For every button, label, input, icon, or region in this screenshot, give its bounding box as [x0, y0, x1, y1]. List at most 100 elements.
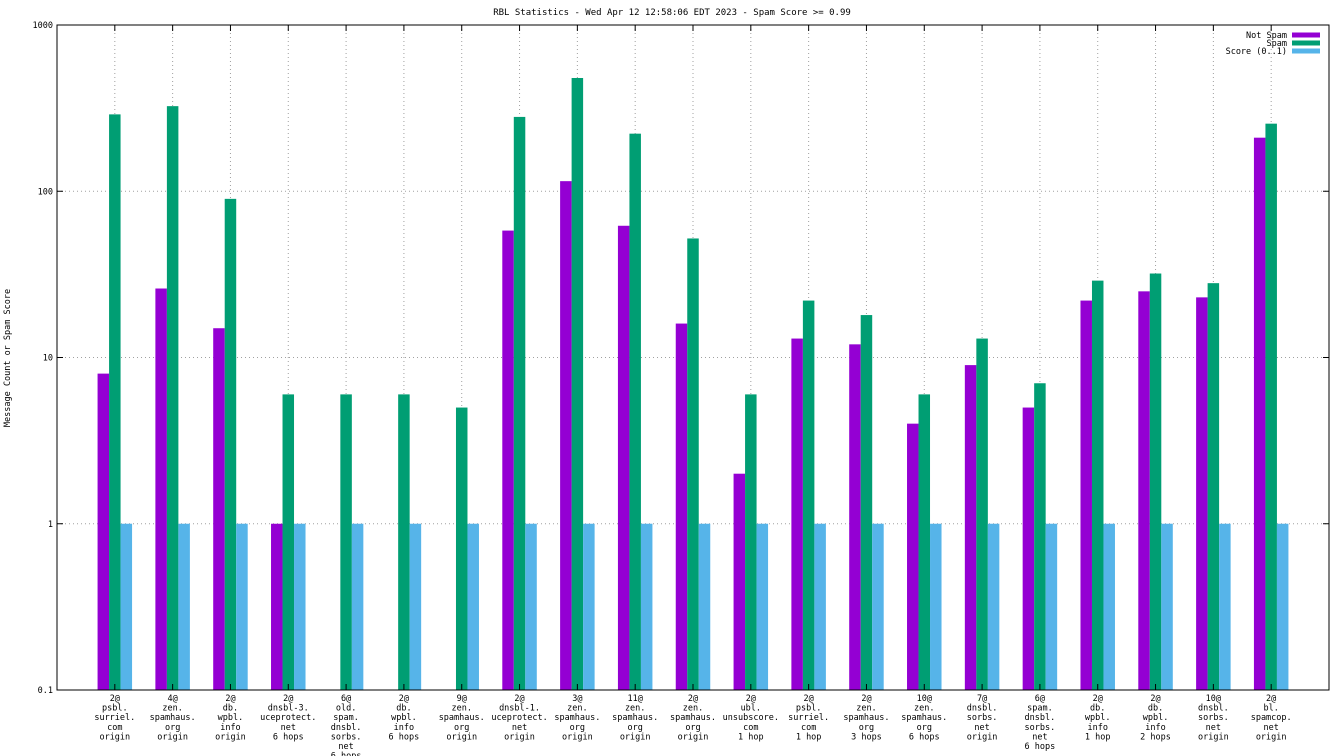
x-tick-label: 2@ zen. spamhaus. org 3 hops [843, 694, 889, 742]
bar-spam [1091, 280, 1104, 690]
x-tick-label: 2@ db. wpbl. info 6 hops [389, 694, 420, 742]
bar-score-0-1 [294, 523, 306, 690]
bar-score-0-1 [351, 523, 364, 690]
x-tick-label-line: 6 hops [389, 732, 420, 742]
x-tick-label: 11@ zen. spamhaus. org origin [612, 694, 658, 742]
x-tick-label: 4@ zen. spamhaus. org origin [150, 694, 196, 742]
bar-not-spam [560, 181, 572, 690]
bars-group [97, 77, 1289, 691]
x-tick-label-line: 1 hop [738, 732, 764, 742]
bar-spam [340, 394, 352, 690]
bar-not-spam [1138, 291, 1150, 690]
x-tick-label-line: zen. [625, 704, 645, 714]
x-tick-label-line: dnsbl. [331, 723, 362, 733]
x-tick-label-line: wpbl. [218, 713, 244, 723]
bar-not-spam [271, 523, 283, 690]
bar-score-0-1 [987, 523, 1000, 690]
x-tick-label-line: net [512, 723, 527, 733]
x-tick-label-line: net [1264, 723, 1279, 733]
x-tick-label-line: wpbl. [1143, 713, 1169, 723]
x-tick-label-line: net [1206, 723, 1221, 733]
x-tick-label: 3@ zen. spamhaus. org origin [554, 694, 600, 742]
x-tick-label-line: 2@ [746, 694, 756, 704]
bar-score-0-1 [1276, 523, 1289, 690]
bar-score-0-1 [930, 523, 942, 690]
x-tick-label-line: spamcop. [1251, 713, 1292, 723]
x-tick-label-line: surriel. [94, 713, 135, 723]
bar-spam [282, 394, 295, 690]
x-tick-label-line: surriel. [788, 713, 829, 723]
bar-spam [571, 77, 584, 690]
x-tick-label-line: 2@ [514, 694, 524, 704]
x-tick-label-line: spamhaus. [612, 713, 658, 723]
bar-score-0-1 [409, 523, 422, 690]
x-tick-label-line: info [220, 723, 240, 733]
x-tick-label-line: zen. [451, 704, 471, 714]
x-tick-label-line: info [1145, 723, 1165, 733]
bar-spam [629, 133, 641, 690]
x-tick-label-line: zen. [683, 704, 703, 714]
bar-score-0-1 [756, 523, 769, 690]
x-tick-label-line: zen. [162, 704, 182, 714]
x-tick-label: 10@ dnsbl. sorbs. net origin [1198, 694, 1229, 742]
x-tick-label-line: net [281, 723, 296, 733]
x-tick-label-line: sorbs. [1198, 713, 1229, 723]
bar-score-0-1 [525, 523, 537, 690]
bar-spam [166, 106, 179, 690]
x-tick-label-line: uceprotect. [260, 713, 316, 723]
chart-title: RBL Statistics - Wed Apr 12 12:58:06 EDT… [493, 8, 851, 18]
x-tick-label-line: org [165, 723, 180, 733]
x-tick-label: 2@ db. wpbl. info 2 hops [1140, 694, 1171, 742]
x-tick-label-line: db. [1148, 704, 1163, 714]
x-tick-label-line: org [917, 723, 932, 733]
bar-spam [224, 198, 237, 690]
x-tick-label-line: 2@ [225, 694, 235, 704]
x-tick-label-line: 7@ [977, 694, 987, 704]
x-tick-label-line: 2@ [399, 694, 409, 704]
bar-spam [398, 394, 410, 690]
x-tick-label-line: dnsbl. [1025, 713, 1056, 723]
x-tick-label-line: 3 hops [851, 732, 882, 742]
x-tick-label-line: origin [504, 732, 535, 742]
bar-not-spam [1022, 407, 1035, 690]
bar-score-0-1 [814, 523, 826, 690]
x-tick-label: 2@ dnsbl-1. uceprotect. net origin [491, 694, 547, 742]
x-tick-label-line: db. [223, 704, 238, 714]
x-tick-label-line: info [394, 723, 414, 733]
bar-not-spam [155, 288, 167, 690]
x-tick-label-line: db. [1090, 704, 1105, 714]
bar-score-0-1 [178, 523, 190, 690]
x-tick-label-line: spamhaus. [670, 713, 716, 723]
x-tick-label: 2@ ubl. unsubscore. com 1 hop [723, 694, 779, 742]
x-tick-label-line: zen. [914, 704, 934, 714]
x-tick-label-line: sorbs. [1025, 723, 1056, 733]
bar-spam [918, 394, 931, 690]
x-tick-label-line: bl. [1264, 704, 1279, 714]
x-tick-label-line: origin [99, 732, 130, 742]
bar-score-0-1 [1161, 523, 1173, 690]
x-tick-label: 2@ zen. spamhaus. org origin [670, 694, 716, 742]
x-tick-label-line: 11@ [628, 694, 643, 704]
x-tick-label-line: old. [336, 704, 356, 714]
bar-score-0-1 [1045, 523, 1058, 690]
bar-score-0-1 [120, 523, 133, 690]
y-tick-label: 100 [38, 187, 53, 197]
bar-spam [1207, 283, 1220, 690]
y-tick-label: 10 [43, 354, 53, 364]
bar-not-spam [733, 473, 746, 690]
bar-not-spam [791, 338, 803, 690]
x-tick-label-line: origin [1198, 732, 1229, 742]
x-tick-label-line: spamhaus. [901, 713, 947, 723]
x-tick-label: 6@ spam. dnsbl. sorbs. net 6 hops [1025, 694, 1056, 752]
x-tick-label-line: zen. [856, 704, 876, 714]
bar-score-0-1 [583, 523, 595, 690]
x-tick-label-line: net [1032, 732, 1047, 742]
x-tick-label-line: 1 hop [796, 732, 822, 742]
x-tick-label-line: 2@ [688, 694, 698, 704]
bar-spam [455, 407, 468, 690]
x-tick-label-line: 10@ [917, 694, 932, 704]
